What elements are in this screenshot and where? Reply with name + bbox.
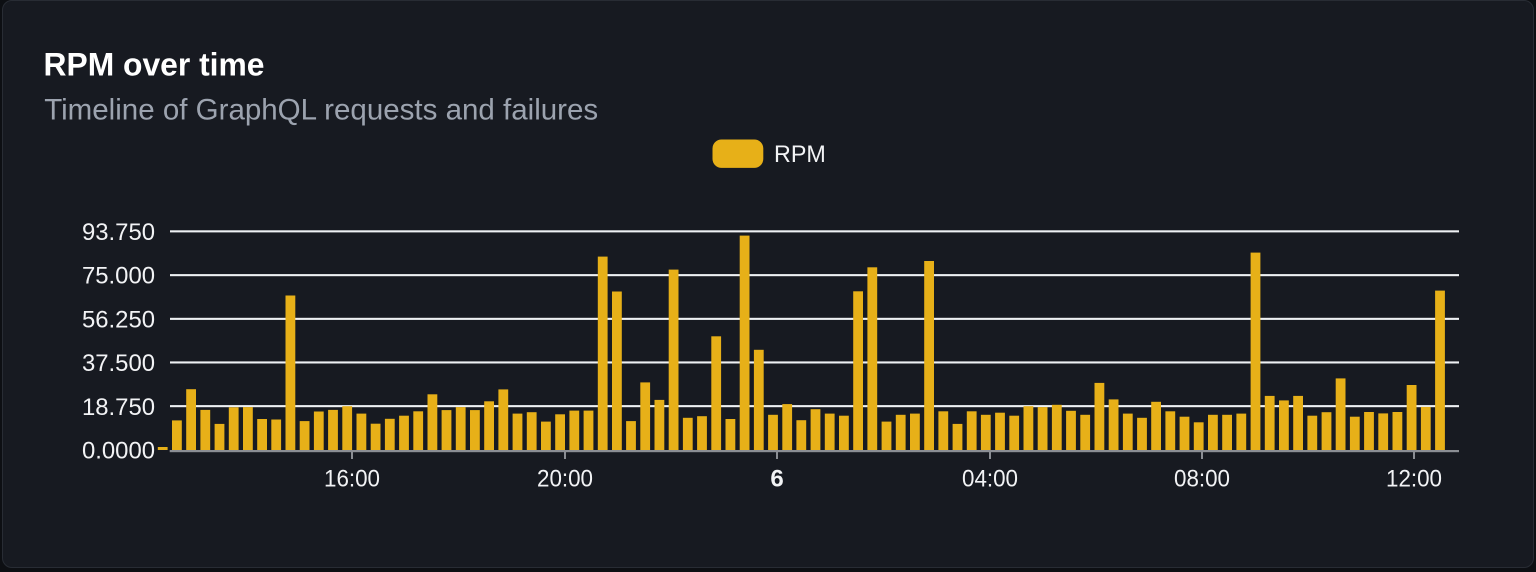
svg-text:56.250: 56.250 <box>82 306 155 333</box>
svg-text:12:00: 12:00 <box>1386 465 1442 492</box>
svg-text:RPM over time: RPM over time <box>44 47 265 83</box>
svg-text:20:00: 20:00 <box>537 465 593 492</box>
svg-text:75.000: 75.000 <box>82 263 155 290</box>
svg-text:RPM: RPM <box>774 141 826 168</box>
svg-text:04:00: 04:00 <box>962 465 1018 492</box>
svg-text:6: 6 <box>770 465 783 492</box>
svg-text:0.0000: 0.0000 <box>82 438 155 465</box>
svg-text:37.500: 37.500 <box>82 350 155 377</box>
svg-text:18.750: 18.750 <box>82 394 155 421</box>
svg-text:93.750: 93.750 <box>82 219 155 246</box>
svg-text:16:00: 16:00 <box>324 465 380 492</box>
svg-text:08:00: 08:00 <box>1174 465 1230 492</box>
svg-text:Timeline of GraphQL requests a: Timeline of GraphQL requests and failure… <box>44 94 598 127</box>
